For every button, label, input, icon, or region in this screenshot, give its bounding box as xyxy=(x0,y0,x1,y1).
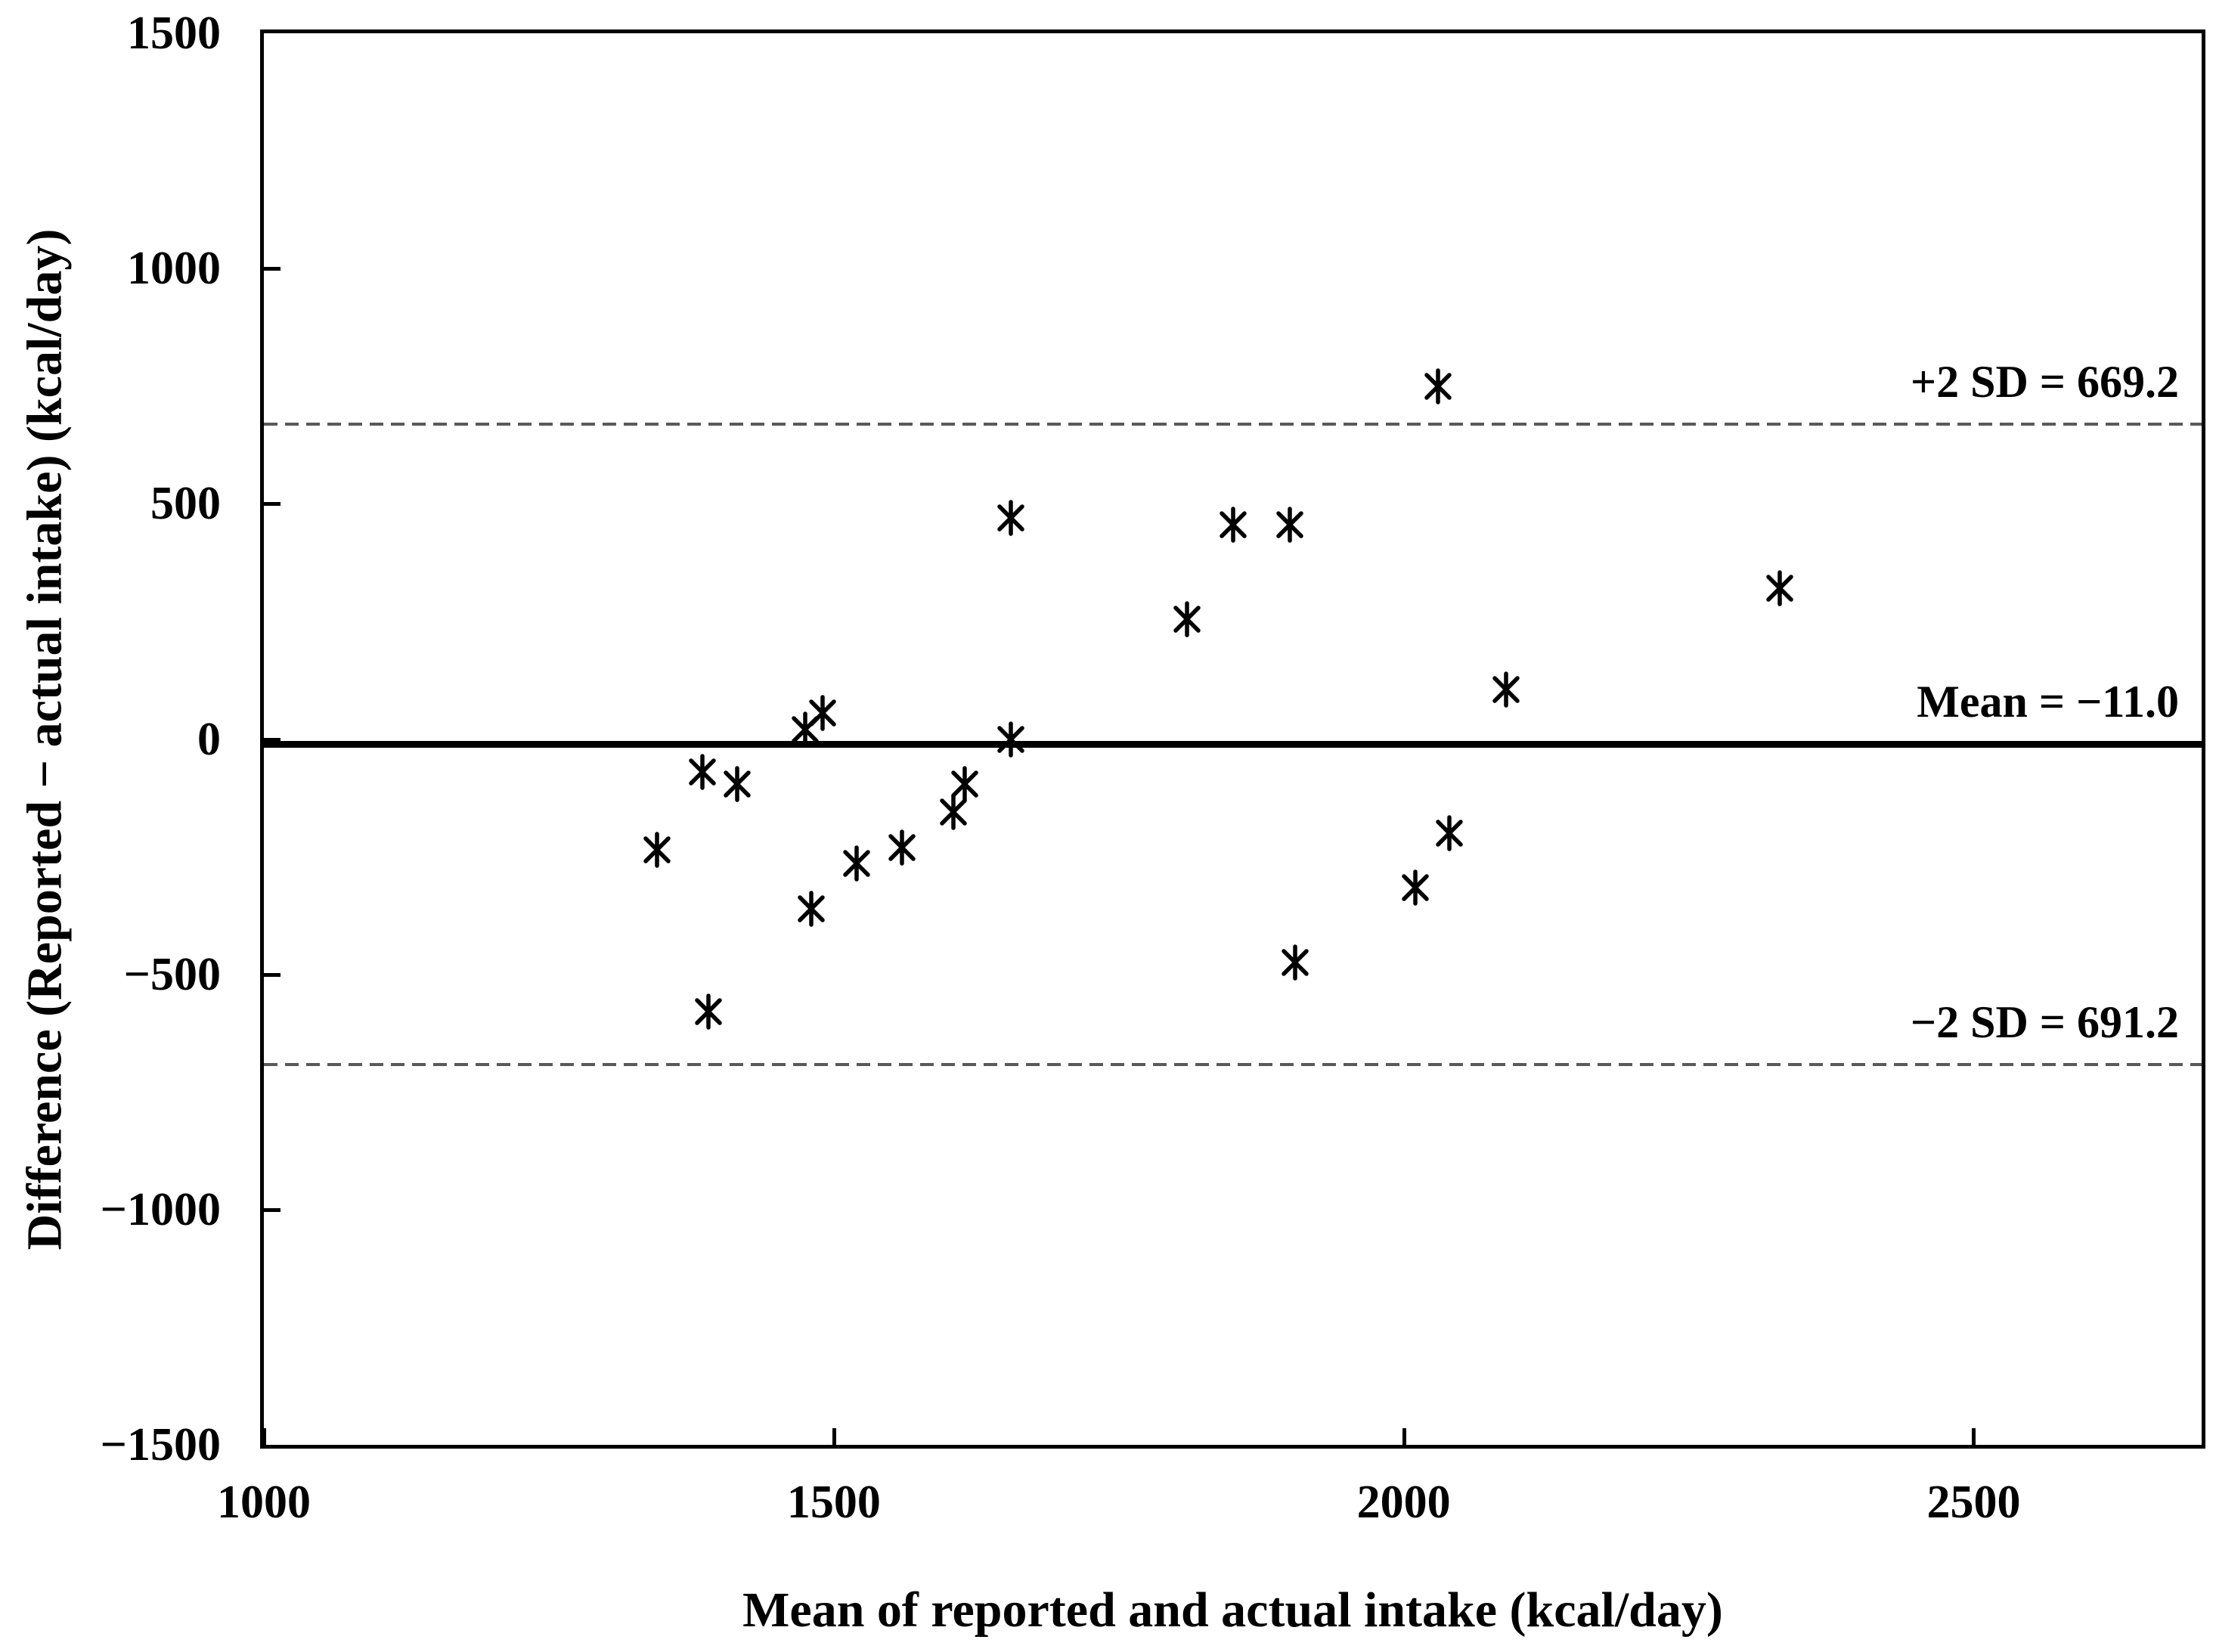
scatter-point-marker xyxy=(1766,570,1793,607)
x-tick-label: 1500 xyxy=(786,1477,881,1528)
scatter-point-marker xyxy=(1436,815,1463,851)
y-tick-label: −1500 xyxy=(100,1419,221,1471)
y-tick-label: −1000 xyxy=(100,1183,221,1235)
plot-area: +2 SD = 669.2 Mean = −11.0 −2 SD = 691.2 xyxy=(262,33,2202,1445)
y-tick-label: −500 xyxy=(123,948,221,1000)
y-axis-tick xyxy=(264,972,280,977)
scatter-point-marker xyxy=(689,754,717,790)
x-axis-title: Mean of reported and actual intake (kcal… xyxy=(742,1582,1723,1638)
x-tick-label: 2000 xyxy=(1356,1477,1451,1528)
x-tick-label: 2500 xyxy=(1926,1477,2021,1528)
x-tick-label: 1000 xyxy=(217,1477,311,1528)
upper-loa-label: +2 SD = 669.2 xyxy=(1910,357,2179,408)
scatter-point-marker xyxy=(1276,507,1303,544)
scatter-point-marker xyxy=(808,695,836,732)
scatter-point-marker xyxy=(1282,944,1309,981)
y-axis-tick xyxy=(264,502,280,507)
scatter-point-marker xyxy=(797,890,825,927)
y-axis-tick xyxy=(264,1207,280,1212)
upper-loa-line xyxy=(264,423,2202,426)
scatter-point-marker xyxy=(643,831,671,868)
y-tick-label: 1000 xyxy=(127,243,221,295)
x-axis-tick xyxy=(832,1428,836,1445)
scatter-point-marker xyxy=(723,765,751,802)
scatter-point-marker xyxy=(1492,671,1520,708)
y-tick-label: 0 xyxy=(197,713,221,765)
x-axis-tick xyxy=(1972,1428,1976,1445)
y-axis-tick xyxy=(264,267,280,271)
scatter-point-marker xyxy=(951,765,978,802)
lower-loa-label: −2 SD = 691.2 xyxy=(1910,996,2179,1047)
x-axis-tick xyxy=(1402,1428,1406,1445)
y-axis-tick xyxy=(264,737,280,742)
scatter-point-marker xyxy=(1173,601,1201,637)
scatter-point-marker xyxy=(843,845,870,882)
y-tick-label: 500 xyxy=(150,478,221,530)
x-axis-tick xyxy=(262,1428,266,1445)
plot-frame: +2 SD = 669.2 Mean = −11.0 −2 SD = 691.2 xyxy=(260,29,2205,1449)
scatter-point-marker xyxy=(695,993,722,1031)
y-tick-label: 1500 xyxy=(127,8,221,59)
mean-line xyxy=(264,740,2202,748)
scatter-point-marker xyxy=(888,829,916,866)
lower-loa-line xyxy=(264,1062,2202,1066)
scatter-point-marker xyxy=(940,794,967,830)
scatter-point-marker xyxy=(996,500,1024,536)
scatter-point-marker xyxy=(1401,869,1429,906)
scatter-point-marker xyxy=(996,721,1024,758)
scatter-point-marker xyxy=(1219,507,1247,544)
mean-label: Mean = −11.0 xyxy=(1917,677,2179,727)
scatter-point-marker xyxy=(1424,368,1452,404)
